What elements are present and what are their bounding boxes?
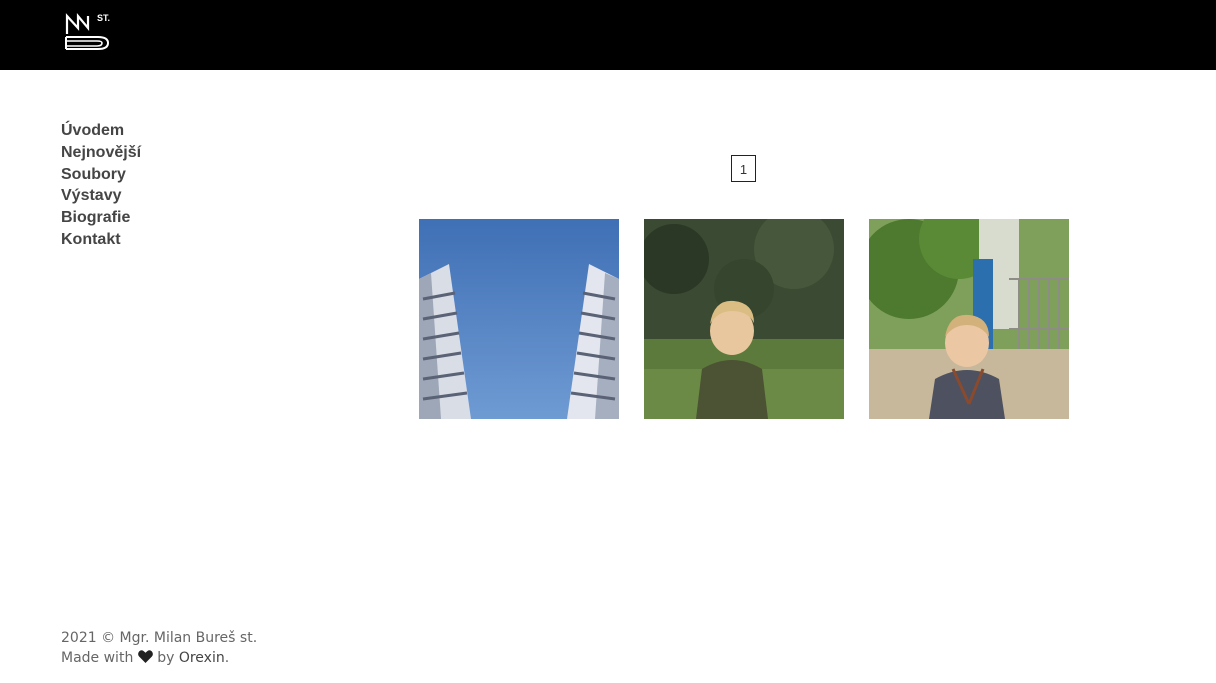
gallery-thumb-building-towers[interactable] [419, 219, 619, 419]
gallery-thumb-toddler-green[interactable] [644, 219, 844, 419]
nav-item-uvodem[interactable]: Úvodem [61, 122, 125, 139]
pagination-page-current[interactable]: 1 [731, 155, 756, 182]
footer-by: by [157, 650, 175, 666]
site-header: ST. [0, 0, 1216, 70]
footer-dot: . [224, 650, 230, 666]
nav-item-kontakt[interactable]: Kontakt [61, 230, 121, 248]
svg-text:ST.: ST. [97, 13, 110, 23]
site-logo-icon: ST. [65, 12, 110, 50]
site-footer: 2021 © Mgr. Milan Bureš st. Made with by… [61, 628, 257, 669]
site-logo[interactable]: ST. [64, 12, 112, 56]
main-nav: Úvodem Nejnovější Soubory Výstavy Biogra… [61, 120, 141, 251]
footer-author-link[interactable]: Orexin [178, 650, 225, 666]
footer-credit: Made with by Orexin. [61, 648, 257, 669]
heart-icon [137, 649, 153, 669]
nav-item-vystavy[interactable]: Výstavy [61, 187, 122, 205]
footer-copyright: 2021 © Mgr. Milan Bureš st. [61, 630, 258, 646]
nav-item-nejnovejsi[interactable]: Nejnovější [61, 143, 142, 161]
gallery-thumb-toddler-blue[interactable] [869, 219, 1069, 419]
nav-item-soubory[interactable]: Soubory [61, 165, 126, 183]
footer-made-with: Made with [61, 650, 134, 666]
nav-item-biografie[interactable]: Biografie [61, 209, 131, 227]
